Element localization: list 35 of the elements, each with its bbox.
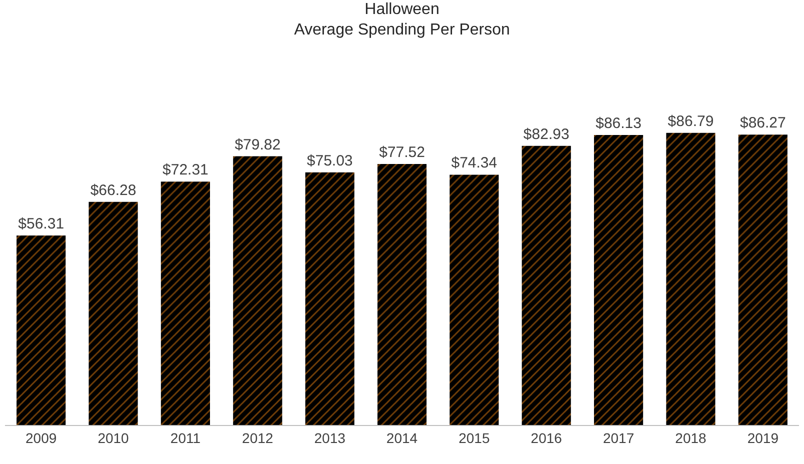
data-label: $86.13: [596, 115, 642, 132]
data-label: $86.79: [668, 112, 714, 130]
x-tick-label: 2012: [242, 430, 274, 446]
x-tick-label: 2009: [26, 430, 57, 446]
data-label: $56.31: [18, 215, 64, 232]
bar: [16, 235, 66, 425]
data-label: $66.28: [90, 182, 136, 199]
bar: [522, 146, 571, 425]
data-label: $79.82: [234, 136, 281, 154]
x-tick-label: 2014: [386, 430, 418, 446]
bar: [305, 172, 354, 425]
bar: [88, 202, 138, 425]
data-label: $82.93: [523, 126, 570, 143]
bar: [160, 182, 210, 425]
bar: [666, 132, 716, 425]
bar: [233, 156, 282, 425]
bar: [450, 174, 499, 425]
data-label: $86.27: [740, 114, 786, 132]
x-tick-label: 2019: [747, 430, 779, 446]
x-tick-label: 2011: [170, 430, 201, 446]
bar: [594, 135, 644, 425]
x-tick-label: 2017: [602, 430, 634, 446]
data-label: $74.34: [451, 154, 498, 172]
chart-subtitle: Average Spending Per Person: [294, 22, 510, 39]
x-tick-label: 2018: [675, 430, 707, 446]
x-tick-label: 2015: [458, 430, 490, 446]
data-label: $72.31: [162, 162, 208, 179]
bar: [377, 164, 427, 425]
data-label: $77.52: [379, 144, 425, 162]
x-tick-label: 2013: [314, 430, 346, 446]
bar: [738, 134, 788, 425]
chart-title: Halloween: [364, 0, 440, 18]
data-label: $75.03: [306, 152, 353, 170]
x-tick-label: 2010: [98, 430, 130, 446]
x-tick-label: 2016: [530, 430, 562, 446]
